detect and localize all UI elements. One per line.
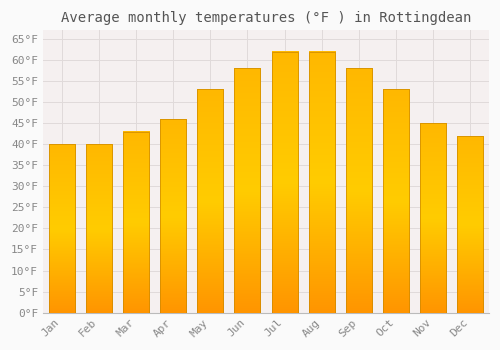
Bar (123, 132, 149, 313)
Bar (160, 119, 186, 313)
Bar (86, 144, 112, 313)
Bar (346, 68, 372, 313)
Bar (86, 144, 112, 313)
Bar (420, 123, 446, 313)
Bar (197, 89, 223, 313)
Bar (420, 123, 446, 313)
Bar (123, 132, 149, 313)
Bar (458, 136, 483, 313)
Bar (48, 144, 74, 313)
Bar (234, 68, 260, 313)
Bar (234, 68, 260, 313)
Bar (383, 89, 409, 313)
Bar (160, 119, 186, 313)
Bar (383, 89, 409, 313)
Bar (197, 89, 223, 313)
Bar (308, 51, 334, 313)
Bar (458, 136, 483, 313)
Bar (272, 51, 297, 313)
Bar (48, 144, 74, 313)
Title: Average monthly temperatures (°F ) in Rottingdean: Average monthly temperatures (°F ) in Ro… (60, 11, 471, 25)
Bar (346, 68, 372, 313)
Bar (308, 51, 334, 313)
Bar (272, 51, 297, 313)
